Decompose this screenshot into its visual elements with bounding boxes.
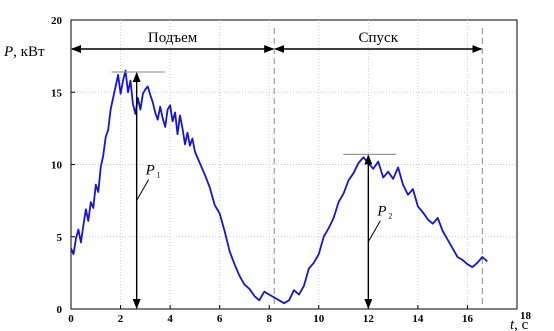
y-axis-label: P, кВт bbox=[3, 44, 45, 60]
peak-label-subscript: 1 bbox=[157, 171, 161, 180]
x-tick-label: 16 bbox=[462, 313, 474, 325]
y-axis-unit: , кВт bbox=[13, 44, 45, 60]
peak-label: P bbox=[145, 163, 155, 179]
x-tick-label: 0 bbox=[68, 313, 74, 325]
series-layer bbox=[70, 69, 488, 305]
x-tick-label: 4 bbox=[167, 313, 173, 325]
phase-segments: Подъем Спуск bbox=[71, 28, 483, 309]
x-tick-label: 8 bbox=[266, 313, 272, 325]
x-tick-label: 2 bbox=[118, 313, 124, 325]
x-tick-label: 14 bbox=[412, 313, 424, 325]
segment-label: Спуск bbox=[359, 30, 399, 46]
y-axis-var: P bbox=[3, 44, 13, 60]
power-annotations: P 1P 2 bbox=[111, 71, 397, 309]
peak-leader-line bbox=[367, 220, 381, 242]
x-tick-label: 18 bbox=[520, 310, 532, 322]
x-tick-label: 12 bbox=[363, 313, 375, 325]
x-axis-unit: , с bbox=[514, 317, 529, 331]
x-tick-label: 6 bbox=[217, 313, 223, 325]
peak-label-subscript: 2 bbox=[388, 212, 392, 221]
x-axis-var: t bbox=[510, 317, 515, 331]
x-tick-label: 10 bbox=[313, 313, 325, 325]
x-axis-label: t, с bbox=[510, 317, 529, 331]
y-tick-label: 10 bbox=[51, 160, 63, 172]
y-tick-label: 20 bbox=[51, 15, 63, 27]
grid bbox=[71, 20, 517, 309]
segment-label: Подъем bbox=[148, 30, 198, 46]
power-series-line bbox=[70, 69, 488, 305]
peak-leader-line bbox=[136, 179, 150, 201]
y-tick-label: 0 bbox=[57, 304, 63, 316]
y-tick-label: 15 bbox=[51, 87, 63, 99]
peak-label: P bbox=[376, 204, 386, 220]
y-tick-label: 5 bbox=[57, 232, 63, 244]
